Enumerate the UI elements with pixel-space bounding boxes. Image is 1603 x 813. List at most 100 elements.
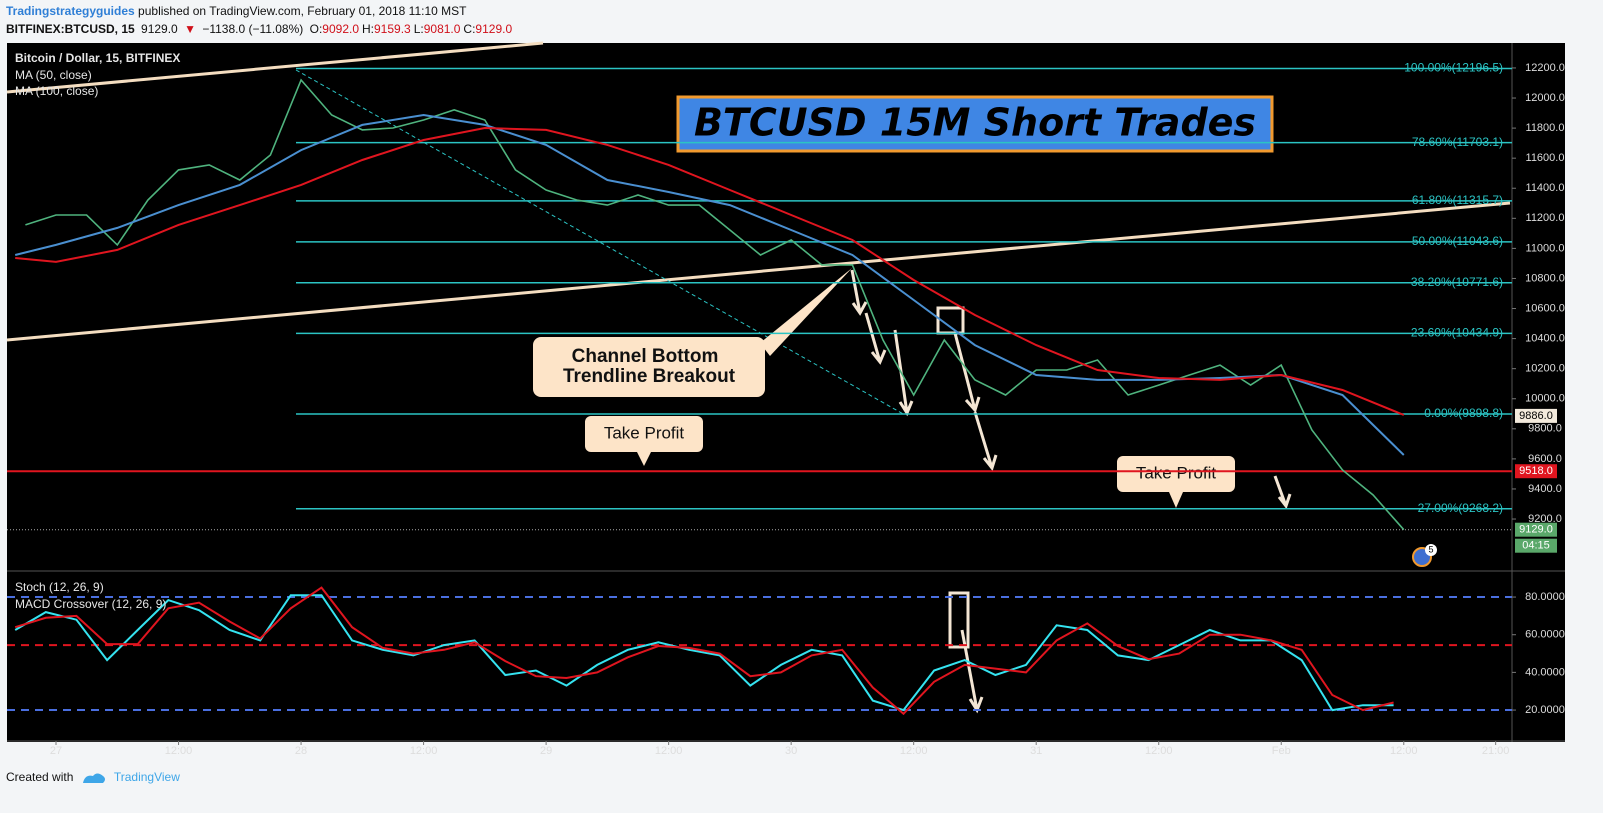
y-tick-label: 10400.0 — [1525, 333, 1565, 345]
trendline-lower — [6, 201, 1511, 342]
publish-line: Tradingstrategyguides published on Tradi… — [6, 4, 469, 18]
series-line — [14, 113, 1405, 456]
x-tick-label: 12:00 — [410, 745, 438, 757]
y-tick-label: 11600.0 — [1526, 152, 1565, 164]
y-tick-label: 10200.0 — [1525, 363, 1565, 375]
y-tick-label: 12200.0 — [1525, 62, 1565, 74]
callout-text: Take Profit — [604, 423, 685, 442]
y-tick-label: 10000.0 — [1525, 393, 1565, 405]
x-tick-label: 12:00 — [165, 745, 193, 757]
footer: Created with TradingView — [6, 770, 180, 785]
legend-entry: MA (50, close) — [15, 68, 92, 82]
chart: BTCUSD 15M Short Trades Channel Bottom T… — [6, 41, 1565, 757]
y-tick-label: 80.0000 — [1525, 591, 1565, 603]
y-tick-label: 9600.0 — [1528, 453, 1562, 465]
trendline-upper — [6, 41, 544, 94]
legend-entry: MACD Crossover (12, 26, 9) — [15, 597, 166, 611]
x-tick-label: 27 — [50, 745, 62, 757]
x-tick-label: 12:00 — [1145, 745, 1173, 757]
callout-text: Trendline Breakout — [563, 366, 736, 387]
y-tick-label: 60.0000 — [1525, 629, 1565, 641]
x-tick-label: 12:00 — [900, 745, 928, 757]
y-tick-label: 11800.0 — [1526, 122, 1565, 134]
published: published on TradingView.com, February 0… — [138, 4, 467, 18]
symbol: BITFINEX:BTCUSD, 15 — [6, 22, 135, 36]
callout-text: Channel Bottom — [572, 346, 719, 367]
x-tick-label: 21:00 — [1482, 745, 1510, 757]
callout-pointer — [637, 452, 651, 466]
fib-label: 100.00%(12196.5) — [1404, 61, 1503, 75]
arrow — [1273, 475, 1292, 510]
fib-label: 0.00%(9898.8) — [1424, 406, 1503, 420]
ohlc-value: 9092.0 — [322, 22, 359, 36]
y-tick-label: 20.0000 — [1525, 704, 1565, 716]
y-tick-label: 40.0000 — [1525, 666, 1565, 678]
y-tick-label: 11200.0 — [1526, 212, 1565, 224]
ohlc-label: H: — [362, 22, 374, 36]
x-tick-label: Feb — [1272, 745, 1291, 757]
countdown-bg — [1515, 538, 1557, 553]
chart-bg — [7, 43, 1565, 742]
callout-box — [533, 337, 765, 397]
countdown: 04:15 — [1522, 540, 1550, 552]
price-tag — [1515, 408, 1557, 423]
ohlc-label: C: — [463, 22, 476, 36]
x-tick-label: 28 — [295, 745, 307, 757]
x-tick-label: 12:00 — [1390, 745, 1418, 757]
author[interactable]: Tradingstrategyguides — [6, 4, 135, 18]
callout-box — [585, 416, 703, 452]
fib-label: -27.00%(9268.2) — [1414, 501, 1503, 515]
events-count: 5 — [1428, 544, 1433, 554]
fib-label: 50.00%(11043.6) — [1412, 234, 1503, 248]
banner: BTCUSD 15M Short Trades — [694, 101, 1256, 145]
price-tag — [1515, 464, 1557, 479]
y-tick-label: 10600.0 — [1525, 302, 1565, 314]
ohlc-label: L: — [413, 22, 424, 36]
symbol-line: BITFINEX:BTCUSD, 15 9129.0 ▼ −1138.0 (−1… — [6, 22, 518, 36]
series-line — [14, 594, 1394, 712]
x-tick-label: 30 — [785, 745, 797, 757]
legend-title: Bitcoin / Dollar, 15, BITFINEX — [15, 51, 180, 65]
y-tick-label: 11400.0 — [1526, 182, 1565, 194]
fib-label: 23.60%(10434.9) — [1411, 326, 1503, 340]
y-tick-label: 9800.0 — [1528, 423, 1562, 435]
arrow — [973, 411, 998, 472]
callout-box — [1117, 456, 1235, 492]
series-line — [14, 586, 1394, 716]
callout-pointer — [1169, 492, 1183, 508]
arrow — [953, 332, 981, 413]
price-tag — [1515, 522, 1557, 537]
change: −1138.0 (−11.08%) — [202, 22, 304, 36]
y-tick-label: 9200.0 — [1528, 513, 1562, 525]
price-tag-label: 9518.0 — [1519, 465, 1553, 477]
ohlc: O:9092.0 H:9159.3 L:9081.0 C:9129.0 — [310, 22, 516, 36]
y-tick-label: 11000.0 — [1526, 242, 1565, 254]
change-arrow: ▼ — [184, 22, 196, 36]
logo — [82, 773, 105, 783]
price-tag-label: 9129.0 — [1519, 524, 1553, 536]
x-tick-label: 31 — [1030, 745, 1042, 757]
callout-text: Take Profit — [1136, 463, 1217, 482]
legend-entry: Stoch (12, 26, 9) — [15, 580, 104, 594]
fib-label: 38.20%(10771.6) — [1411, 275, 1503, 289]
fib-label: 78.60%(11703.1) — [1412, 135, 1503, 149]
events-badge — [1425, 544, 1437, 556]
arrow — [850, 269, 868, 316]
y-tick-label: 10800.0 — [1525, 272, 1565, 284]
ohlc-value: 9129.0 — [475, 22, 513, 36]
highlight-box — [948, 591, 970, 649]
legend-entry: MA (100, close) — [15, 84, 98, 98]
brand[interactable]: TradingView — [113, 770, 180, 784]
y-tick-label: 9400.0 — [1528, 483, 1562, 495]
ohlc-value: 9081.0 — [423, 22, 461, 36]
ohlc-value: 9159.3 — [374, 22, 411, 36]
created-with: Created with — [6, 770, 74, 784]
x-tick-label: 29 — [540, 745, 552, 757]
price-tag-label: 9886.0 — [1519, 410, 1553, 422]
fib-diagonal — [295, 69, 906, 416]
ohlc-label: O: — [309, 22, 323, 36]
last-price: 9129.0 — [141, 22, 178, 36]
y-tick-label: 12000.0 — [1525, 92, 1565, 104]
fib-label: 61.80%(11315.7) — [1412, 193, 1503, 207]
